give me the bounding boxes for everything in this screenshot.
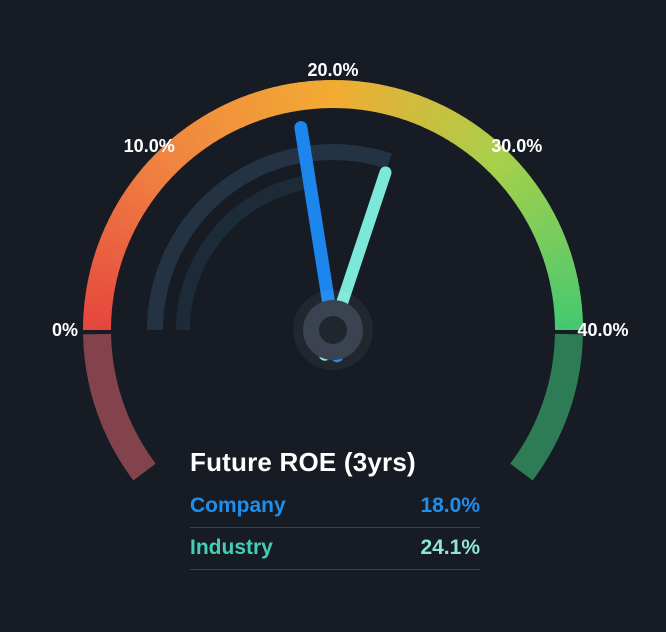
company-label: Company: [190, 494, 286, 517]
tick-label: 30.0%: [491, 136, 542, 156]
industry-label: Industry: [190, 536, 273, 559]
tick-label: 20.0%: [307, 60, 358, 80]
company-value: 18.0%: [420, 494, 480, 517]
company-row: Company 18.0%: [190, 486, 480, 528]
chart-title: Future ROE (3yrs): [190, 447, 416, 477]
gauge-low-extension: [83, 333, 156, 481]
tick-label: 0%: [52, 320, 78, 340]
gauge-high-extension: [510, 333, 583, 481]
gauge-arc: [83, 80, 584, 331]
info-panel: Future ROE (3yrs) Company 18.0% Industry…: [190, 447, 480, 570]
gauge-hub: [293, 290, 373, 370]
industry-row: Industry 24.1%: [190, 528, 480, 570]
industry-value: 24.1%: [420, 536, 480, 559]
inner-track: [147, 144, 392, 331]
tick-label: 40.0%: [577, 320, 628, 340]
tick-label: 10.0%: [124, 136, 175, 156]
tick-labels: 0% 10.0% 20.0% 30.0% 40.0%: [52, 60, 629, 340]
